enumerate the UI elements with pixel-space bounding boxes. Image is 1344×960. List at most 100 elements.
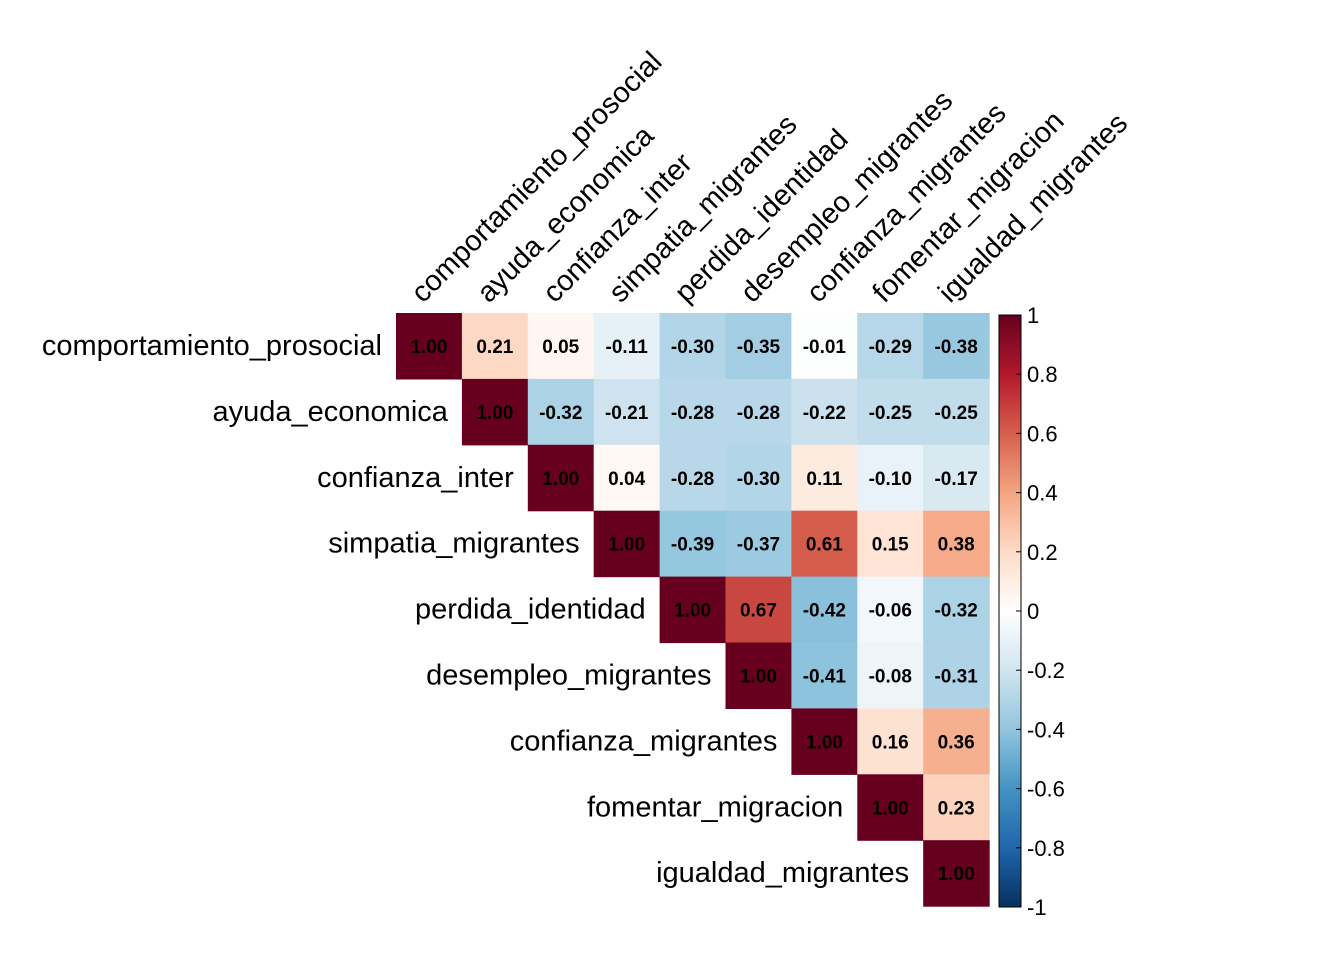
- colorbar-tick-label: 1: [1027, 303, 1039, 328]
- cell-comportamiento-prosocial-igualdad-migrantes: [923, 313, 990, 380]
- colorbar-tick-label: 0.2: [1027, 540, 1058, 565]
- colorbar-tick-label: -0.4: [1027, 717, 1065, 742]
- cell-comportamiento-prosocial-comportamiento-prosocial: [396, 313, 463, 380]
- cell-comportamiento-prosocial-perdida-identidad: [659, 313, 727, 380]
- value-label-perdida-identidad-perdida-identidad: 1.00: [674, 601, 711, 622]
- cell-comportamiento-prosocial-fomentar-migracion: [857, 313, 924, 380]
- cell-confianza-inter-desempleo-migrantes: [725, 444, 792, 512]
- value-label-comportamiento-prosocial-perdida-identidad: -0.30: [671, 337, 714, 358]
- value-label-confianza-inter-simpatia-migrantes: 0.04: [608, 469, 645, 490]
- value-label-confianza-inter-confianza-inter: 1.00: [542, 469, 579, 490]
- cell-confianza-migrantes-confianza-migrantes: [791, 708, 858, 775]
- cell-perdida-identidad-igualdad-migrantes: [923, 576, 990, 644]
- value-label-confianza-inter-confianza-migrantes: 0.11: [806, 469, 842, 490]
- row-label-perdida-identidad: perdida_identidad: [415, 594, 646, 626]
- value-label-comportamiento-prosocial-fomentar-migracion: -0.29: [869, 337, 912, 358]
- value-label-ayuda-economica-perdida-identidad: -0.28: [671, 403, 714, 424]
- colorbar-tick-label: 0.4: [1027, 481, 1058, 506]
- colorbar-tick-label: -0.8: [1027, 836, 1065, 861]
- color-legend: 1 0.8 0.6 0.4 0.2 0 -0.2 -0.4 -0.6 -0.8 -1: [998, 303, 1065, 920]
- value-label-comportamiento-prosocial-ayuda-economica: 0.21: [476, 337, 513, 358]
- heatmap-value-labels: 1.00 0.21 0.05 -0.11 -0.30 -0.35 -0.01 -0.29 -0.…: [410, 337, 978, 885]
- colorbar-tick-label: 0.6: [1027, 421, 1058, 446]
- value-label-confianza-inter-fomentar-migracion: -0.10: [869, 469, 912, 490]
- cell-ayuda-economica-confianza-migrantes: [791, 378, 858, 446]
- cell-desempleo-migrantes-confianza-migrantes: [791, 642, 858, 709]
- cell-confianza-migrantes-fomentar-migracion: [857, 708, 924, 775]
- value-label-ayuda-economica-fomentar-migracion: -0.25: [869, 403, 913, 424]
- value-label-desempleo-migrantes-igualdad-migrantes: -0.31: [934, 666, 978, 687]
- cell-confianza-inter-fomentar-migracion: [857, 444, 924, 512]
- cell-confianza-inter-igualdad-migrantes: [923, 444, 990, 512]
- cell-fomentar-migracion-fomentar-migracion: [857, 774, 924, 841]
- cell-confianza-inter-confianza-migrantes: [791, 444, 858, 512]
- row-label-comportamiento-prosocial: comportamiento_prosocial: [42, 330, 382, 362]
- cell-fomentar-migracion-igualdad-migrantes: [923, 774, 990, 841]
- value-label-desempleo-migrantes-fomentar-migracion: -0.08: [869, 666, 912, 687]
- colorbar-tick-label: -1: [1027, 895, 1047, 920]
- colorbar-ticks: 1 0.8 0.6 0.4 0.2 0 -0.2 -0.4 -0.6 -0.8 -1: [1016, 303, 1065, 920]
- cell-desempleo-migrantes-fomentar-migracion: [857, 642, 924, 709]
- value-label-confianza-migrantes-confianza-migrantes: 1.00: [806, 732, 843, 753]
- row-label-ayuda-economica: ayuda_economica: [213, 396, 449, 428]
- value-label-comportamiento-prosocial-comportamiento-prosocial: 1.00: [410, 337, 447, 358]
- value-label-ayuda-economica-simpatia-migrantes: -0.21: [605, 403, 649, 424]
- row-label-igualdad-migrantes: igualdad_migrantes: [656, 857, 909, 889]
- cell-ayuda-economica-fomentar-migracion: [857, 378, 924, 446]
- value-label-comportamiento-prosocial-igualdad-migrantes: -0.38: [934, 337, 977, 358]
- value-label-comportamiento-prosocial-desempleo-migrantes: -0.35: [737, 337, 781, 358]
- value-label-perdida-identidad-fomentar-migracion: -0.06: [869, 601, 912, 622]
- cell-ayuda-economica-ayuda-economica: [461, 378, 529, 446]
- value-label-fomentar-migracion-fomentar-migracion: 1.00: [872, 798, 909, 819]
- colorbar-tick-label: 0: [1027, 599, 1039, 624]
- cell-confianza-migrantes-igualdad-migrantes: [923, 708, 990, 775]
- cell-perdida-identidad-confianza-migrantes: [791, 576, 858, 644]
- value-label-simpatia-migrantes-confianza-migrantes: 0.61: [806, 535, 843, 556]
- cell-simpatia-migrantes-desempleo-migrantes: [725, 510, 792, 578]
- value-label-simpatia-migrantes-perdida-identidad: -0.39: [671, 535, 714, 556]
- cell-comportamiento-prosocial-ayuda-economica: [461, 313, 529, 380]
- colorbar-tick-label: -0.6: [1027, 777, 1065, 802]
- cell-simpatia-migrantes-simpatia-migrantes: [593, 510, 661, 578]
- column-labels: comportamiento_prosocialayuda_economicac…: [405, 46, 1134, 309]
- cell-comportamiento-prosocial-desempleo-migrantes: [725, 313, 792, 380]
- cell-ayuda-economica-simpatia-migrantes: [593, 378, 661, 446]
- value-label-comportamiento-prosocial-confianza-inter: 0.05: [542, 337, 579, 358]
- value-label-ayuda-economica-ayuda-economica: 1.00: [476, 403, 513, 424]
- value-label-simpatia-migrantes-igualdad-migrantes: 0.38: [938, 535, 975, 556]
- row-label-confianza-inter: confianza_inter: [317, 462, 514, 494]
- cell-ayuda-economica-desempleo-migrantes: [725, 378, 792, 446]
- cell-ayuda-economica-perdida-identidad: [659, 378, 727, 446]
- value-label-ayuda-economica-desempleo-migrantes: -0.28: [737, 403, 780, 424]
- value-label-simpatia-migrantes-fomentar-migracion: 0.15: [872, 535, 909, 556]
- value-label-simpatia-migrantes-desempleo-migrantes: -0.37: [737, 535, 780, 556]
- row-labels: comportamiento_prosocial ayuda_economicac…: [42, 330, 909, 889]
- cell-simpatia-migrantes-igualdad-migrantes: [923, 510, 990, 578]
- cell-perdida-identidad-fomentar-migracion: [857, 576, 924, 644]
- value-label-fomentar-migracion-igualdad-migrantes: 0.23: [938, 798, 975, 819]
- value-label-comportamiento-prosocial-simpatia-migrantes: -0.11: [606, 337, 649, 358]
- row-label-desempleo-migrantes: desempleo_migrantes: [426, 659, 711, 691]
- cell-desempleo-migrantes-desempleo-migrantes: [725, 642, 792, 709]
- value-label-ayuda-economica-igualdad-migrantes: -0.25: [934, 403, 978, 424]
- cell-desempleo-migrantes-igualdad-migrantes: [923, 642, 990, 709]
- value-label-simpatia-migrantes-simpatia-migrantes: 1.00: [608, 535, 645, 556]
- heatmap-cells: [396, 313, 990, 907]
- cell-ayuda-economica-igualdad-migrantes: [923, 378, 990, 446]
- colorbar-tick-label: 0.8: [1027, 362, 1058, 387]
- value-label-desempleo-migrantes-confianza-migrantes: -0.41: [803, 666, 847, 687]
- cell-perdida-identidad-perdida-identidad: [659, 576, 727, 644]
- cell-comportamiento-prosocial-confianza-migrantes: [791, 313, 858, 380]
- value-label-perdida-identidad-confianza-migrantes: -0.42: [803, 601, 846, 622]
- cell-confianza-inter-perdida-identidad: [659, 444, 727, 512]
- cell-comportamiento-prosocial-confianza-inter: [527, 313, 595, 380]
- cell-comportamiento-prosocial-simpatia-migrantes: [593, 313, 661, 380]
- cell-simpatia-migrantes-confianza-migrantes: [791, 510, 858, 578]
- cell-confianza-inter-simpatia-migrantes: [593, 444, 661, 512]
- value-label-confianza-migrantes-fomentar-migracion: 0.16: [872, 732, 909, 753]
- cell-igualdad-migrantes-igualdad-migrantes: [923, 840, 990, 907]
- cell-confianza-inter-confianza-inter: [527, 444, 595, 512]
- value-label-confianza-migrantes-igualdad-migrantes: 0.36: [938, 732, 975, 753]
- value-label-comportamiento-prosocial-confianza-migrantes: -0.01: [803, 337, 847, 358]
